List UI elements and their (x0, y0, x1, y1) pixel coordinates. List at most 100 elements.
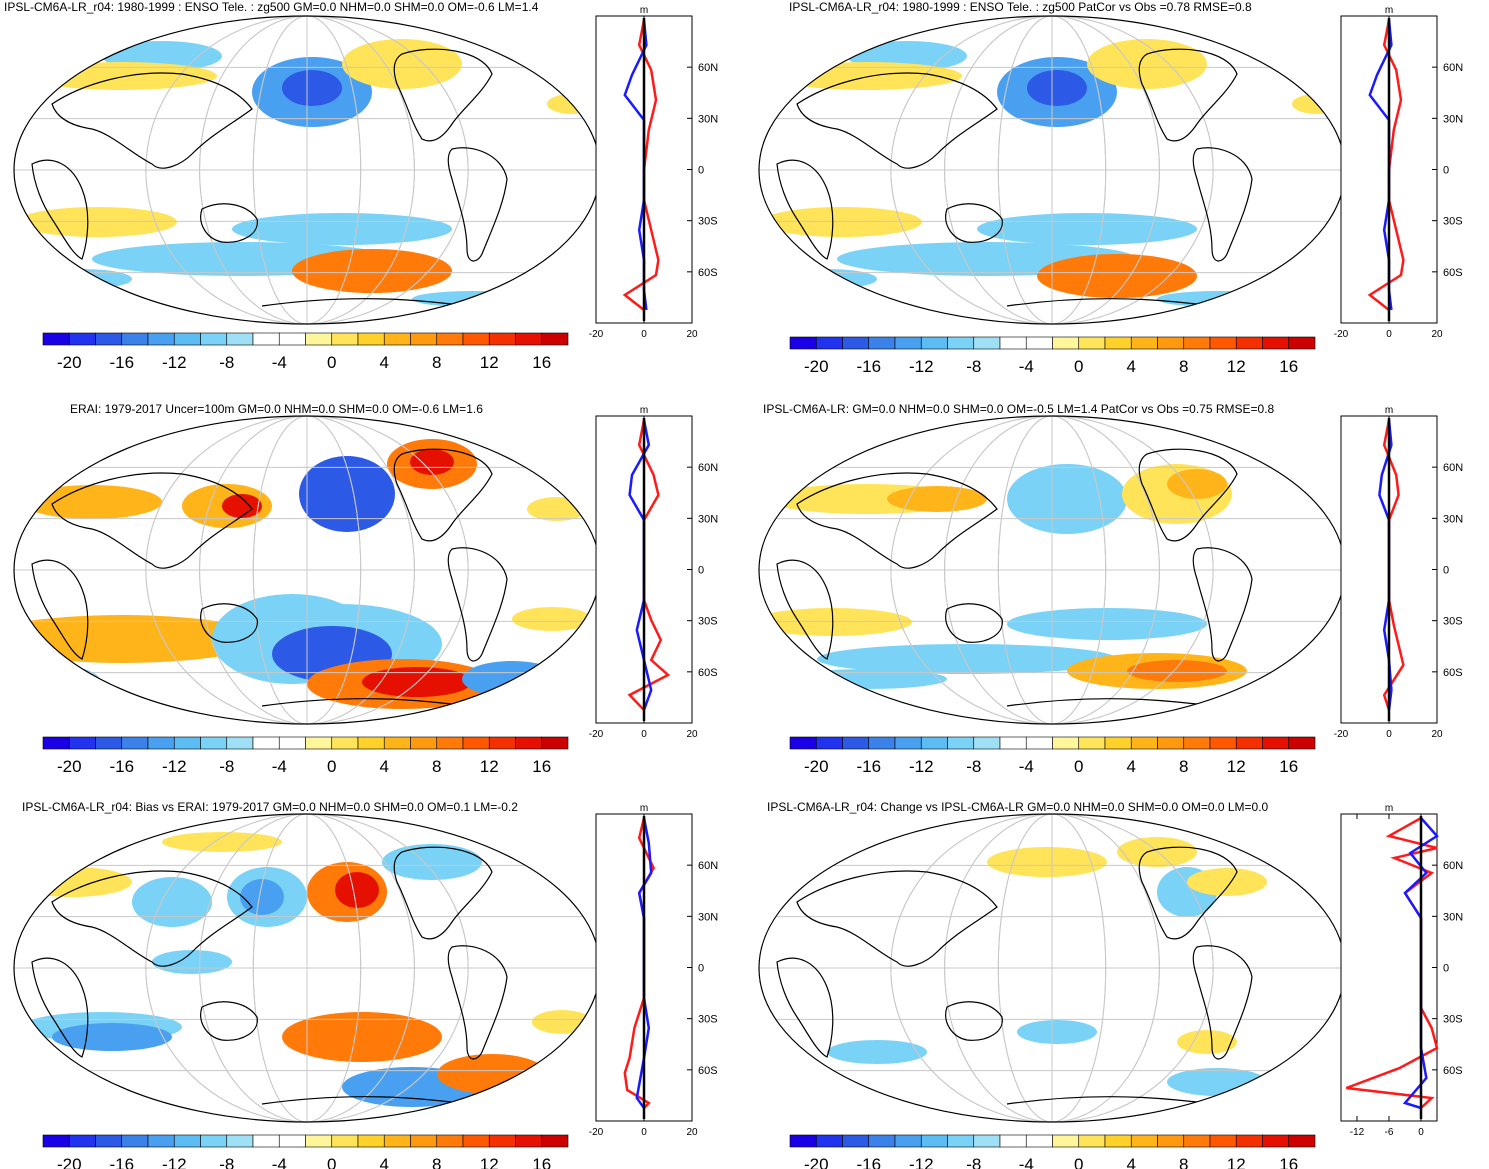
colorbar-swatch (1130, 736, 1158, 750)
colorbar-swatch (305, 332, 333, 346)
coastline (1138, 846, 1238, 940)
anomaly-blob (292, 1026, 392, 1058)
x-tick-label: 20 (686, 329, 698, 340)
colorbar-swatch (1052, 736, 1080, 750)
colorbar-swatch (173, 1134, 201, 1148)
colorbar-swatch (488, 1134, 516, 1148)
map-model-reference (758, 415, 1346, 725)
map-field (759, 814, 1345, 1122)
map-change (758, 813, 1346, 1123)
colorbar-swatch (1183, 336, 1211, 350)
lat-tick-label: 30S (698, 1014, 718, 1026)
panel-model-reference: IPSL-CM6A-LR: GM=0.0 NHM=0.0 SHM=0.0 OM=… (745, 400, 1489, 790)
graticule-lon (944, 416, 1160, 724)
colorbar-tick-label: 4 (1127, 757, 1136, 776)
lat-tick-label: 30S (698, 216, 718, 228)
colorbar-swatch (789, 1134, 817, 1148)
profile-units: m (1385, 405, 1393, 416)
anomaly-blob (987, 847, 1107, 877)
anomaly-blob (777, 269, 877, 289)
colorbar-tick-label: -16 (856, 357, 881, 376)
colorbar-swatch (1288, 1134, 1316, 1148)
colorbar-swatch (1157, 736, 1185, 750)
colorbar-tick-label: -20 (804, 1155, 829, 1169)
colorbar-tick-label: -16 (856, 757, 881, 776)
colorbar-swatch (1078, 736, 1106, 750)
lat-tick-label: 60N (1443, 62, 1463, 74)
lat-tick-label: 30N (698, 911, 718, 923)
colorbar-swatch (1052, 336, 1080, 350)
coastline (945, 1001, 1003, 1041)
panel-model-enso: IPSL-CM6A-LR_r04: 1980-1999 : ENSO Tele.… (0, 0, 745, 390)
anomaly-blob (1117, 837, 1197, 867)
anomaly-blob (335, 872, 379, 908)
colorbar-tick-label: -8 (219, 1155, 234, 1169)
colorbar-swatch (252, 736, 280, 750)
x-tick-label: 0 (641, 729, 647, 740)
coastline (393, 448, 493, 542)
colorbar-swatch (868, 336, 896, 350)
anomaly-blob (1007, 464, 1127, 534)
coastline (200, 203, 258, 243)
colorbar-tick-label: -4 (1019, 357, 1034, 376)
colorbar-swatch (42, 1134, 70, 1148)
colorbar-swatch (278, 736, 306, 750)
graticule-lon (145, 416, 469, 724)
colorbar-swatch (1130, 1134, 1158, 1148)
colorbar-swatch (894, 736, 922, 750)
colorbar-tick-label: -20 (57, 757, 82, 776)
lat-tick-label: 60N (1443, 462, 1463, 474)
colorbar-tick-label: -4 (272, 353, 287, 372)
colorbar-swatch (1235, 736, 1263, 750)
colorbar-swatch (1209, 1134, 1237, 1148)
colorbar-swatch (436, 332, 464, 346)
graticule-lon (252, 16, 362, 324)
colorbar-tick-label: 16 (532, 757, 551, 776)
colorbar-swatch (1183, 736, 1211, 750)
coastline (51, 472, 253, 569)
colorbar: -20-16-12-8-4048121620 (789, 336, 1316, 376)
colorbar-swatch (1157, 1134, 1185, 1148)
x-tick-label: 0 (1386, 329, 1392, 340)
colorbar-tick-label: -16 (109, 353, 134, 372)
colorbar-swatch (383, 1134, 411, 1148)
colorbar-tick-label: -20 (57, 353, 82, 372)
colorbar-tick-label: 16 (532, 353, 551, 372)
coastline (1138, 448, 1238, 542)
colorbar-swatch (462, 332, 490, 346)
x-tick-label: -20 (1334, 329, 1349, 340)
panel-model-patcor: IPSL-CM6A-LR_r04: 1980-1999 : ENSO Tele.… (745, 0, 1489, 390)
coastline (31, 559, 89, 660)
x-tick-label: -20 (1334, 729, 1349, 740)
coastline (1192, 945, 1253, 1060)
anomaly-blob (977, 213, 1197, 245)
graticule-lon (252, 814, 362, 1122)
colorbar-swatch (68, 332, 96, 346)
colorbar-swatch (436, 1134, 464, 1148)
colorbar-swatch (947, 736, 975, 750)
colorbar-swatch (947, 1134, 975, 1148)
zonal-profile: m 60N 30N 0 30S 60S -20 0 20 (1334, 405, 1463, 740)
colorbar-tick-label: 12 (480, 353, 499, 372)
lat-tick-label: 60S (1443, 1065, 1463, 1077)
colorbar: -20-16-12-8-4048121620 (789, 1134, 1316, 1169)
colorbar-tick-label: 12 (1227, 757, 1246, 776)
colorbar-swatch (1078, 336, 1106, 350)
colorbar-swatch (95, 1134, 123, 1148)
colorbar-swatch (121, 332, 149, 346)
coastline (447, 547, 508, 662)
colorbar-tick-label: -12 (909, 357, 934, 376)
colorbar-tick-label: -4 (272, 1155, 287, 1169)
colorbar: -20-16-12-8-4048121620 (42, 736, 569, 776)
colorbar-swatch (842, 336, 870, 350)
colorbar-swatch (973, 1134, 1001, 1148)
x-tick-label: 20 (1431, 729, 1443, 740)
colorbar-swatch (1104, 336, 1132, 350)
colorbar-swatch (488, 736, 516, 750)
panel-change: IPSL-CM6A-LR_r04: Change vs IPSL-CM6A-LR… (745, 798, 1489, 1169)
coastline (31, 957, 89, 1058)
colorbar-tick-label: -8 (219, 757, 234, 776)
anomaly-blob (462, 661, 562, 697)
anomaly-blob (162, 832, 282, 852)
anomaly-blob (1007, 608, 1207, 640)
